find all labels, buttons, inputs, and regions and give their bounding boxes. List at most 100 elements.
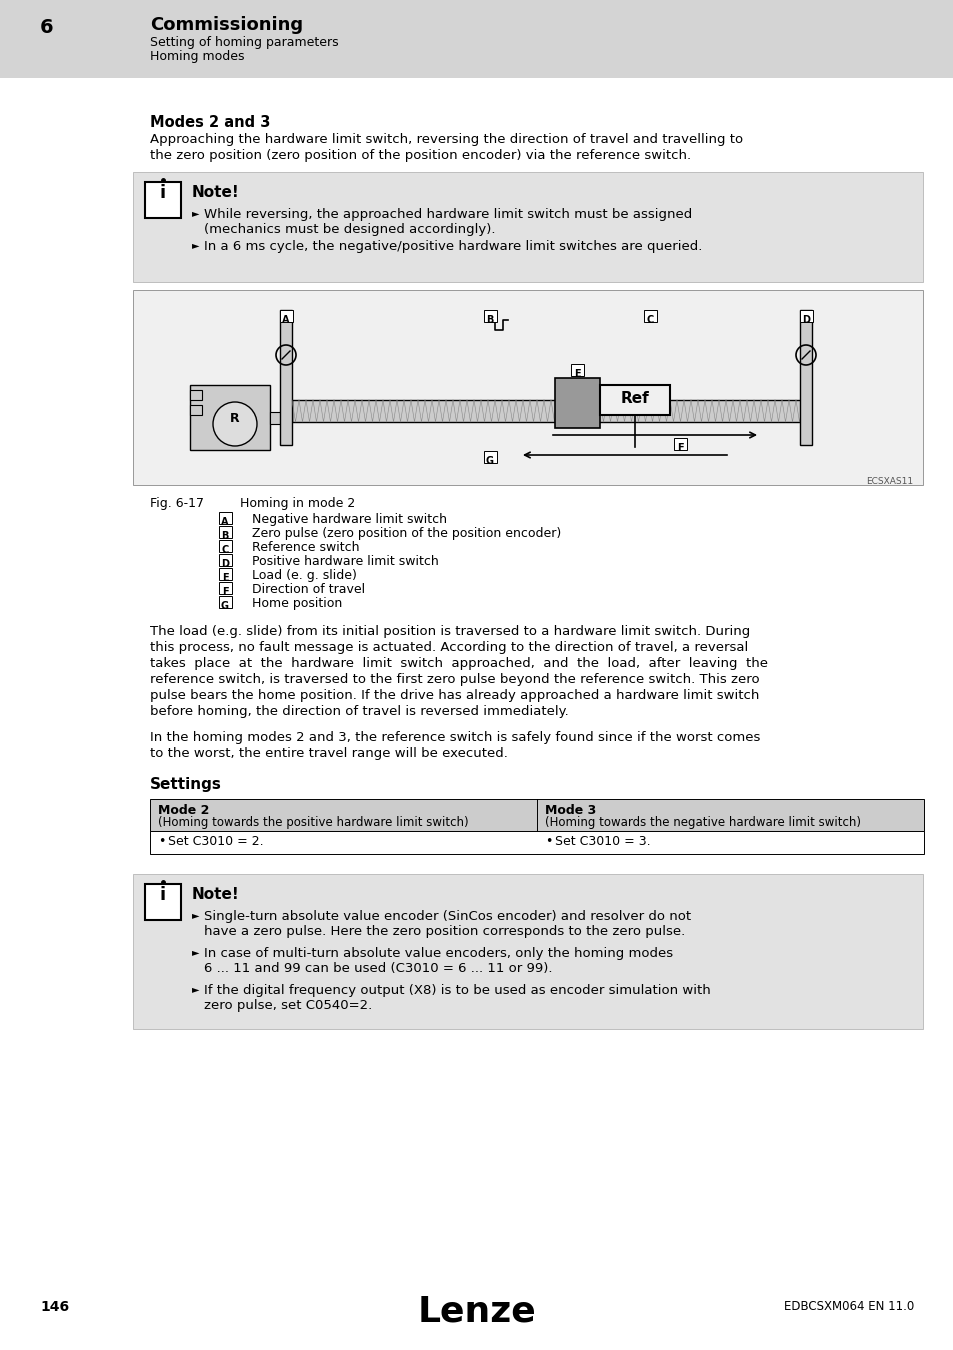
Bar [0,0,953,78]
Text: Single-turn absolute value encoder (SinCos encoder) and resolver do not: Single-turn absolute value encoder (SinC… [204,910,690,923]
Text: ►: ► [192,208,199,217]
Text: C: C [221,545,229,555]
Bar [555,378,599,428]
Text: In a 6 ms cycle, the negative/positive hardware limit switches are queried.: In a 6 ms cycle, the negative/positive h… [204,240,701,252]
Text: Zero pulse (zero position of the position encoder): Zero pulse (zero position of the positio… [252,526,560,540]
Bar [571,364,583,377]
Bar [132,290,923,485]
Bar [219,568,232,580]
Bar [190,385,270,450]
Text: Approaching the hardware limit switch, reversing the direction of travel and tra: Approaching the hardware limit switch, r… [150,134,742,146]
Text: Reference switch: Reference switch [252,541,359,554]
Circle shape [213,402,256,446]
Text: G: G [485,456,494,466]
Text: B: B [486,315,493,325]
Text: E: E [573,369,579,379]
Bar [132,171,923,282]
Text: i: i [160,886,166,904]
Text: Fig. 6-17: Fig. 6-17 [150,497,204,510]
Text: In the homing modes 2 and 3, the reference switch is safely found since if the w: In the homing modes 2 and 3, the referen… [150,730,760,744]
Text: F: F [676,443,682,454]
Text: Direction of travel: Direction of travel [252,583,365,595]
Bar [219,512,232,524]
Text: Negative hardware limit switch: Negative hardware limit switch [252,513,447,526]
Text: pulse bears the home position. If the drive has already approached a hardware li: pulse bears the home position. If the dr… [150,688,759,702]
Text: F: F [221,587,228,597]
Text: i: i [160,184,166,202]
Bar [132,873,923,1029]
Text: (Homing towards the negative hardware limit switch): (Homing towards the negative hardware li… [544,815,861,829]
Bar [673,437,686,450]
Text: this process, no fault message is actuated. According to the direction of travel: this process, no fault message is actuat… [150,641,747,653]
Text: A: A [282,315,290,325]
Text: reference switch, is traversed to the first zero pulse beyond the reference swit: reference switch, is traversed to the fi… [150,674,759,686]
Text: A: A [221,517,229,526]
Text: Load (e. g. slide): Load (e. g. slide) [252,568,356,582]
Text: Homing modes: Homing modes [150,50,244,63]
Text: B: B [221,531,229,541]
Text: •: • [158,836,165,848]
Text: Note!: Note! [192,887,239,902]
Bar [219,526,232,539]
Bar [280,310,292,446]
Text: Mode 3: Mode 3 [544,805,596,817]
Text: G: G [221,601,229,612]
Bar [190,390,202,400]
Text: to the worst, the entire travel range will be executed.: to the worst, the entire travel range wi… [150,747,507,760]
Text: ►: ► [192,240,199,250]
Bar [145,884,181,919]
Text: Set C3010 = 3.: Set C3010 = 3. [555,836,650,848]
Text: D: D [221,559,229,568]
Text: Home position: Home position [252,597,342,610]
Text: Commissioning: Commissioning [150,16,303,34]
Bar [643,310,657,323]
Text: Settings: Settings [150,778,222,792]
Text: E: E [221,572,228,583]
Bar [270,412,290,424]
Text: ECSXAS11: ECSXAS11 [865,477,912,486]
Bar [800,310,812,323]
Text: 6 ... 11 and 99 can be used (C3010 = 6 ... 11 or 99).: 6 ... 11 and 99 can be used (C3010 = 6 .… [204,963,552,975]
Text: before homing, the direction of travel is reversed immediately.: before homing, the direction of travel i… [150,705,568,718]
Text: The load (e.g. slide) from its initial position is traversed to a hardware limit: The load (e.g. slide) from its initial p… [150,625,749,639]
Bar [145,182,181,217]
Text: 6: 6 [40,18,53,36]
Bar [280,310,293,323]
Text: Positive hardware limit switch: Positive hardware limit switch [252,555,438,568]
Bar [219,540,232,552]
Text: (mechanics must be designed accordingly).: (mechanics must be designed accordingly)… [204,223,495,236]
Text: Homing in mode 2: Homing in mode 2 [240,497,355,510]
Bar [190,405,202,414]
Bar [800,310,811,446]
Text: Set C3010 = 2.: Set C3010 = 2. [168,836,263,848]
Text: If the digital frequency output (X8) is to be used as encoder simulation with: If the digital frequency output (X8) is … [204,984,710,998]
Text: Ref: Ref [620,392,649,406]
Text: Lenze: Lenze [417,1295,536,1328]
Bar [483,310,497,323]
Text: R: R [230,413,239,425]
Text: (Homing towards the positive hardware limit switch): (Homing towards the positive hardware li… [158,815,468,829]
Bar [219,582,232,594]
Bar [483,451,497,463]
Text: takes  place  at  the  hardware  limit  switch  approached,  and  the  load,  af: takes place at the hardware limit switch… [150,657,767,670]
Text: EDBCSXM064 EN 11.0: EDBCSXM064 EN 11.0 [783,1300,913,1314]
Text: Modes 2 and 3: Modes 2 and 3 [150,115,270,130]
Text: D: D [801,315,809,325]
Bar [219,595,232,608]
Text: ►: ► [192,984,199,994]
Bar [599,385,669,414]
Bar [150,832,923,855]
Text: C: C [646,315,653,325]
Text: have a zero pulse. Here the zero position corresponds to the zero pulse.: have a zero pulse. Here the zero positio… [204,925,684,938]
Text: 146: 146 [40,1300,69,1314]
Text: the zero position (zero position of the position encoder) via the reference swit: the zero position (zero position of the … [150,148,690,162]
Text: •: • [544,836,552,848]
Text: While reversing, the approached hardware limit switch must be assigned: While reversing, the approached hardware… [204,208,692,221]
Text: ►: ► [192,910,199,919]
Text: In case of multi-turn absolute value encoders, only the homing modes: In case of multi-turn absolute value enc… [204,946,673,960]
Text: Mode 2: Mode 2 [158,805,209,817]
Bar [219,554,232,566]
Text: Setting of homing parameters: Setting of homing parameters [150,36,338,49]
Text: ►: ► [192,946,199,957]
Text: Note!: Note! [192,185,239,200]
